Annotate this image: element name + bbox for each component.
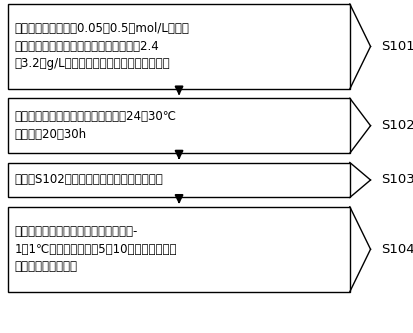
Text: S103: S103 <box>380 173 413 186</box>
Text: S102: S102 <box>380 119 413 132</box>
Polygon shape <box>8 163 349 197</box>
Text: 将晾干后的种子置于生长调节剂，于24～30℃
继续浸泡20～30h: 将晾干后的种子置于生长调节剂，于24～30℃ 继续浸泡20～30h <box>14 111 176 141</box>
Polygon shape <box>8 207 349 292</box>
Text: 将发芽后的小麦苗移栽至营养土中，于-
1～1℃条件下继续培育5～10天后，按常规方
法培育至其成熟即可: 将发芽后的小麦苗移栽至营养土中，于- 1～1℃条件下继续培育5～10天后，按常规… <box>14 225 177 273</box>
Polygon shape <box>8 98 349 153</box>
Text: 将小麦种子在浓度为0.05～0.5（mol/L）乙烷
甲基磺酸钠溶液中浸泡，用草甘膦浓度为2.4
～3.2（g/L）溶液进行处理，冲洗后取出晾干: 将小麦种子在浓度为0.05～0.5（mol/L）乙烷 甲基磺酸钠溶液中浸泡，用草… <box>14 22 189 71</box>
Text: S104: S104 <box>380 243 413 256</box>
Text: 将步骤S102所得种子置于基质中培育至发芽: 将步骤S102所得种子置于基质中培育至发芽 <box>14 173 163 186</box>
Polygon shape <box>8 4 349 89</box>
Text: S101: S101 <box>380 40 413 53</box>
